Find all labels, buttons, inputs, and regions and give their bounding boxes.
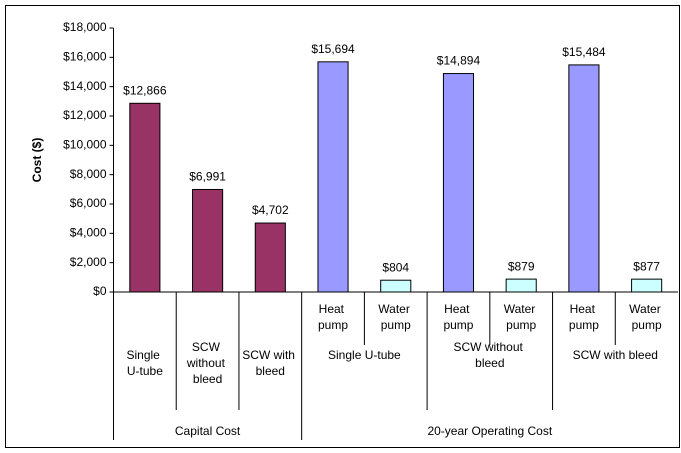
category-label: Water pump <box>378 302 413 332</box>
y-tick-label: $16,000 <box>63 50 107 64</box>
value-label: $12,866 <box>123 83 167 97</box>
y-tick-label: $12,000 <box>63 108 107 122</box>
subgroup-label: Single U-tube <box>328 348 401 362</box>
value-label: $6,991 <box>189 170 226 184</box>
y-tick-label: $18,000 <box>63 20 107 34</box>
bar <box>442 73 475 293</box>
value-label: $4,702 <box>252 203 289 217</box>
y-tick-label: $4,000 <box>70 226 107 240</box>
y-tick-label: $2,000 <box>70 255 107 269</box>
y-tick-label: $10,000 <box>63 138 107 152</box>
bar <box>129 102 161 293</box>
value-label: $877 <box>633 259 660 273</box>
bar <box>254 222 286 293</box>
y-tick-label: $0 <box>93 284 107 298</box>
category-label: Heat pump <box>443 302 473 332</box>
subgroup-label: SCW without bleed <box>453 340 526 370</box>
bar <box>568 64 600 293</box>
bar <box>505 278 537 293</box>
value-label: $15,484 <box>562 45 606 59</box>
group-label: 20-year Operating Cost <box>427 424 552 438</box>
category-label: Heat pump <box>569 302 599 332</box>
category-label: Single U-tube <box>127 348 164 378</box>
bar <box>317 61 349 293</box>
category-label: SCW with bleed <box>242 348 298 378</box>
bar <box>631 278 663 293</box>
y-axis-title: Cost ($) <box>30 138 44 183</box>
value-label: $14,894 <box>437 54 481 68</box>
category-label: Heat pump <box>318 302 348 332</box>
subgroup-label: SCW with bleed <box>573 348 658 362</box>
y-tick-label: $14,000 <box>63 79 107 93</box>
value-label: $804 <box>382 260 409 274</box>
category-label: SCW without bleed <box>186 340 228 386</box>
bar <box>192 188 224 293</box>
y-tick-label: $8,000 <box>70 167 107 181</box>
value-label: $879 <box>508 259 535 273</box>
category-label: Water pump <box>504 302 539 332</box>
y-tick-label: $6,000 <box>70 196 107 210</box>
value-label: $15,694 <box>311 42 355 56</box>
bar <box>380 279 412 293</box>
category-label: Water pump <box>629 302 664 332</box>
group-label: Capital Cost <box>175 424 241 438</box>
